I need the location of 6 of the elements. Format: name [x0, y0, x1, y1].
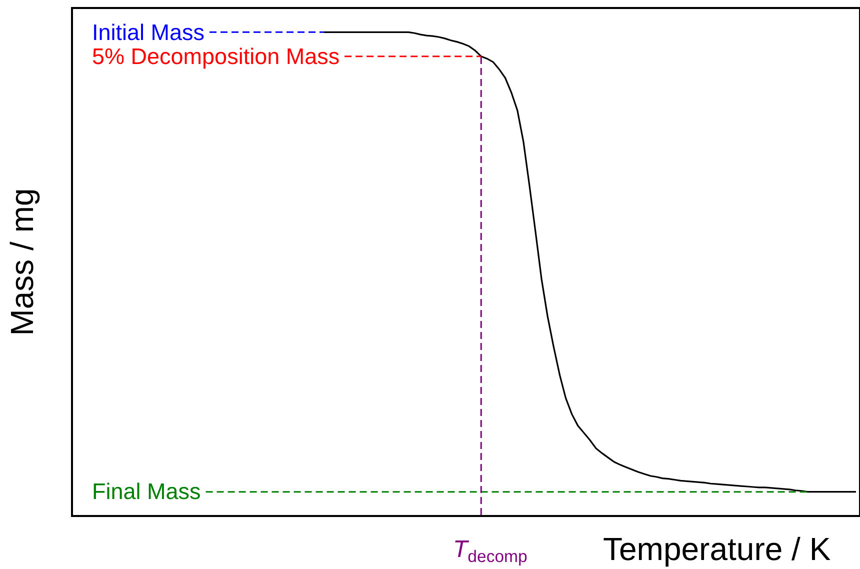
text: T$_{decomp}$ — [453, 536, 528, 566]
y-axis-title: Mass / mg — [4, 188, 40, 336]
ref-line-label: Initial Mass — [92, 20, 205, 45]
ref-line-label: Final Mass — [92, 479, 201, 504]
x-axis-title: Temperature / K — [603, 531, 831, 567]
ref-line-label: 5% Decomposition Mass — [92, 44, 340, 69]
